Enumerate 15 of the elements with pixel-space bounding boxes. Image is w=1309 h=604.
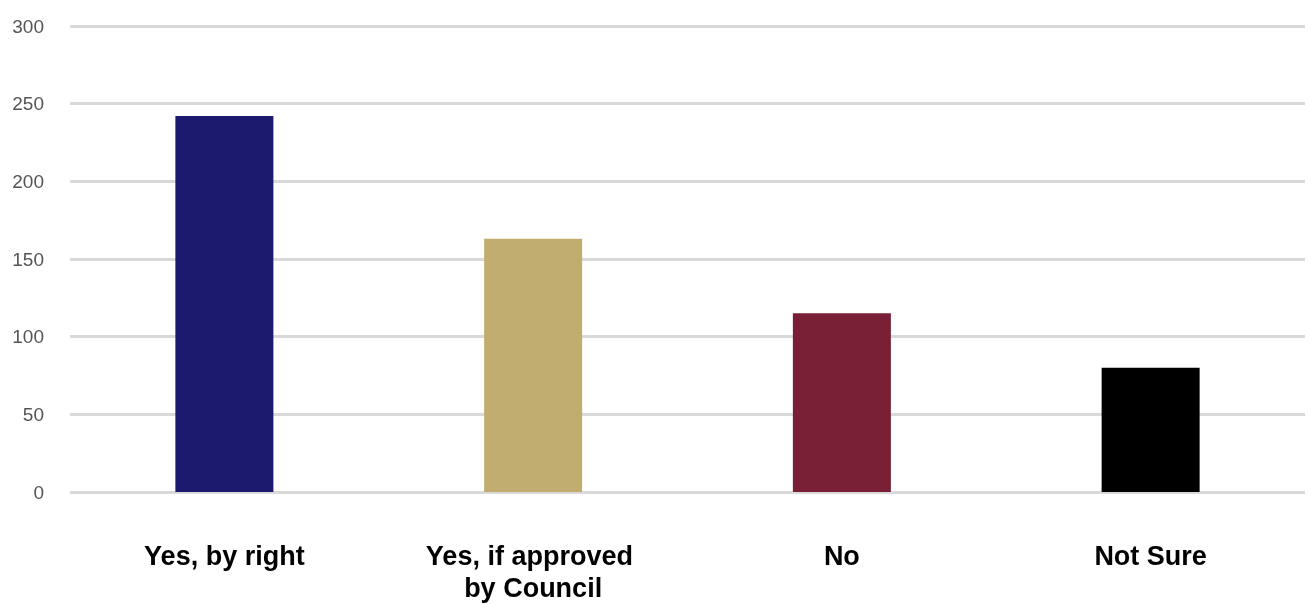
bar — [175, 116, 274, 492]
x-tick-label: Yes, by right — [144, 541, 305, 571]
x-tick-label: No — [823, 541, 860, 571]
y-tick-label: 200 — [12, 170, 44, 192]
y-tick-label: 150 — [12, 248, 44, 270]
y-tick-label: 250 — [12, 93, 44, 115]
y-tick-label: 50 — [22, 403, 44, 425]
x-tick-label: Not Sure — [1094, 541, 1207, 571]
y-tick-label: 0 — [33, 481, 44, 503]
bar — [792, 313, 891, 492]
bar — [484, 238, 583, 492]
y-tick-label: 100 — [12, 326, 44, 348]
bar — [1101, 367, 1200, 492]
x-tick-label: Yes, if approved by Council — [425, 541, 641, 603]
y-tick-label: 300 — [12, 15, 44, 37]
